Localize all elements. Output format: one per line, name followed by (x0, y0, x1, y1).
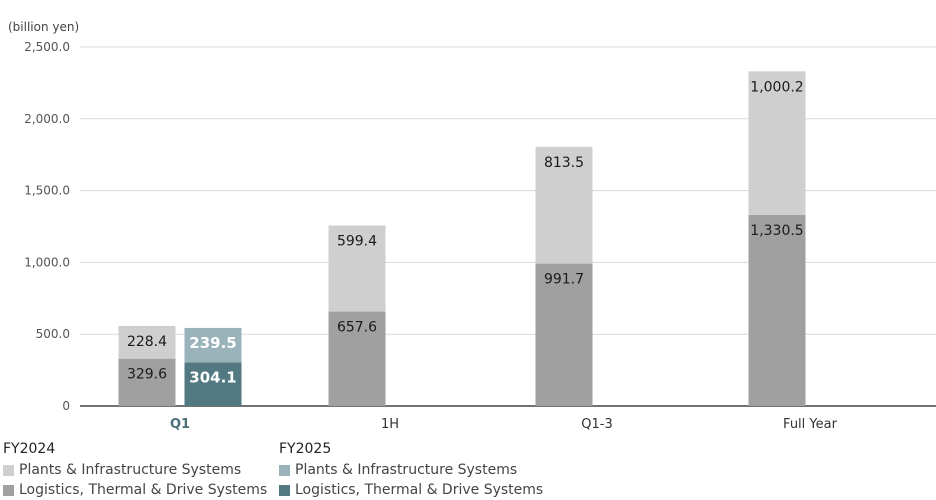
legend-item-fy2024-plants: Plants & Infrastructure Systems (3, 462, 241, 478)
legend-item-fy2025-logistics: Logistics, Thermal & Drive Systems (279, 482, 543, 498)
data-label: 329.6 (127, 367, 167, 383)
legend-swatch (279, 464, 290, 476)
data-label: 1,000.2 (750, 79, 803, 95)
x-category-label: Q1-3 (581, 417, 612, 432)
data-label: 991.7 (544, 272, 584, 288)
bar-segment (184, 362, 242, 406)
y-tick-label: 0 (62, 399, 70, 413)
bar-segment (184, 327, 242, 363)
data-label: 304.1 (189, 368, 236, 386)
legend-item-fy2024-logistics: Logistics, Thermal & Drive Systems (3, 482, 267, 498)
y-tick-label: 500.0 (36, 327, 70, 341)
x-category-label: Full Year (783, 417, 838, 432)
data-label: 657.6 (337, 320, 377, 336)
legend-swatch (279, 484, 290, 496)
y-tick-label: 2,500.0 (24, 40, 70, 54)
bar-segment (328, 311, 386, 406)
x-category-label: 1H (381, 417, 399, 432)
legend-swatch (3, 464, 14, 476)
bar-segment (328, 225, 386, 312)
legend-label: Logistics, Thermal & Drive Systems (295, 482, 544, 498)
legend-group-title-fy2024: FY2024 (3, 441, 56, 457)
legend-label: Plants & Infrastructure Systems (19, 462, 242, 478)
legend-swatch (3, 484, 14, 496)
legend-label: Logistics, Thermal & Drive Systems (19, 482, 268, 498)
y-tick-label: 1,000.0 (24, 255, 70, 269)
y-tick-label: 1,500.0 (24, 184, 70, 198)
data-label: 1,330.5 (750, 223, 803, 239)
bar-segment (748, 71, 806, 215)
y-axis-unit-label: (billion yen) (8, 20, 80, 34)
bar-segment (118, 358, 176, 406)
x-category-label: Q1 (170, 417, 190, 432)
data-label: 239.5 (189, 334, 236, 352)
data-label: 813.5 (544, 155, 584, 171)
bar-segment (535, 263, 593, 406)
legend-label: Plants & Infrastructure Systems (295, 462, 518, 478)
bar-segment (118, 325, 176, 359)
stacked-bar-chart: 2,500.0 2,000.0 1,500.0 1,000.0 500.0 0 329.6 2… (24, 40, 936, 432)
bar-segment (748, 214, 806, 406)
legend-item-fy2025-plants: Plants & Infrastructure Systems (279, 462, 517, 478)
data-label: 599.4 (337, 233, 377, 249)
legend-group-title-fy2025: FY2025 (279, 441, 332, 457)
y-tick-label: 2,000.0 (24, 112, 70, 126)
bar-segment (535, 146, 593, 264)
data-label: 228.4 (127, 334, 167, 350)
